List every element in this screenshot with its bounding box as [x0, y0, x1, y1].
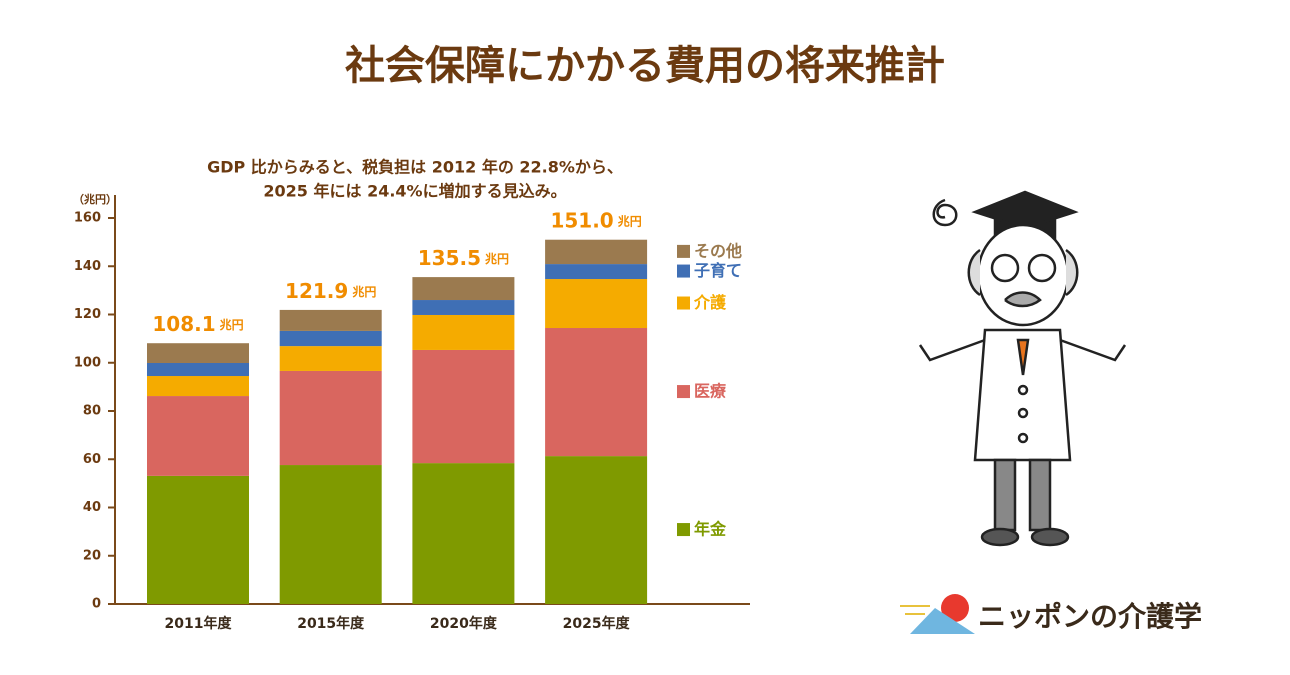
- y-tick-label: 0: [92, 597, 101, 612]
- legend-label: 子育て: [694, 261, 742, 280]
- bar-segment: [545, 264, 648, 280]
- bar-segment: [545, 456, 648, 604]
- bar-segment: [147, 396, 249, 476]
- total-label: 121.9 兆円: [285, 278, 376, 302]
- logo-text: ニッポンの介護学: [978, 600, 1202, 633]
- professor-illustration: [918, 190, 1127, 547]
- bar-segment: [279, 465, 382, 604]
- total-unit: 兆円: [485, 251, 509, 266]
- x-tick-label: 2015年度: [297, 615, 365, 632]
- legend-label: その他: [694, 241, 742, 260]
- title: 社会保障にかかる費用の将来推計: [345, 43, 945, 89]
- legend-swatch: [677, 244, 690, 258]
- bar-segment: [412, 300, 515, 315]
- bar-segment: [147, 362, 249, 377]
- bar-segment: [412, 314, 515, 350]
- x-tick-label: 2025年度: [563, 615, 631, 632]
- total-value: 121.9: [285, 278, 348, 302]
- legend-label: 介護: [693, 293, 727, 312]
- bar-segment: [147, 343, 249, 363]
- legend-swatch: [677, 264, 690, 278]
- bar-segment: [279, 346, 382, 371]
- y-tick-label: 140: [74, 259, 101, 274]
- legend-swatch: [677, 385, 690, 399]
- bar-segment: [412, 463, 515, 604]
- bar-segment: [147, 475, 249, 604]
- bar-segment: [545, 328, 648, 457]
- bar-segment: [279, 370, 382, 466]
- y-tick-label: 120: [74, 307, 101, 322]
- y-tick-label: 80: [83, 404, 101, 419]
- y-axis-label: （兆円）: [73, 192, 117, 206]
- legend-label: 年金: [694, 520, 727, 539]
- legend-label: 医療: [694, 382, 727, 401]
- x-tick-label: 2020年度: [430, 615, 498, 632]
- subtitle: 2025 年には 24.4%に増加する見込み。: [263, 182, 566, 201]
- y-tick-label: 160: [74, 211, 101, 226]
- total-label: 151.0 兆円: [550, 208, 641, 232]
- y-tick-label: 60: [83, 452, 101, 467]
- y-tick-label: 40: [83, 500, 101, 515]
- bar-segment: [279, 309, 382, 331]
- logo-mark: [900, 594, 975, 634]
- bar-segment: [412, 277, 515, 301]
- subtitle: GDP 比からみると、税負担は 2012 年の 22.8%から、: [207, 158, 623, 177]
- bar-segment: [147, 376, 249, 397]
- y-tick-label: 100: [74, 355, 101, 370]
- total-label: 135.5 兆円: [418, 246, 509, 270]
- legend-swatch: [677, 523, 690, 537]
- total-value: 135.5: [418, 246, 481, 270]
- bar-segment: [412, 349, 515, 464]
- total-unit: 兆円: [618, 213, 642, 228]
- bar-segment: [279, 330, 382, 347]
- bar-segment: [545, 279, 648, 329]
- total-label: 108.1 兆円: [152, 312, 243, 336]
- x-tick-label: 2011年度: [165, 615, 233, 632]
- total-unit: 兆円: [352, 283, 376, 298]
- total-unit: 兆円: [220, 317, 244, 332]
- bar-segment: [545, 239, 648, 265]
- total-value: 151.0: [550, 208, 613, 232]
- legend-swatch: [677, 296, 690, 310]
- y-tick-label: 20: [83, 548, 101, 563]
- total-value: 108.1: [152, 312, 215, 336]
